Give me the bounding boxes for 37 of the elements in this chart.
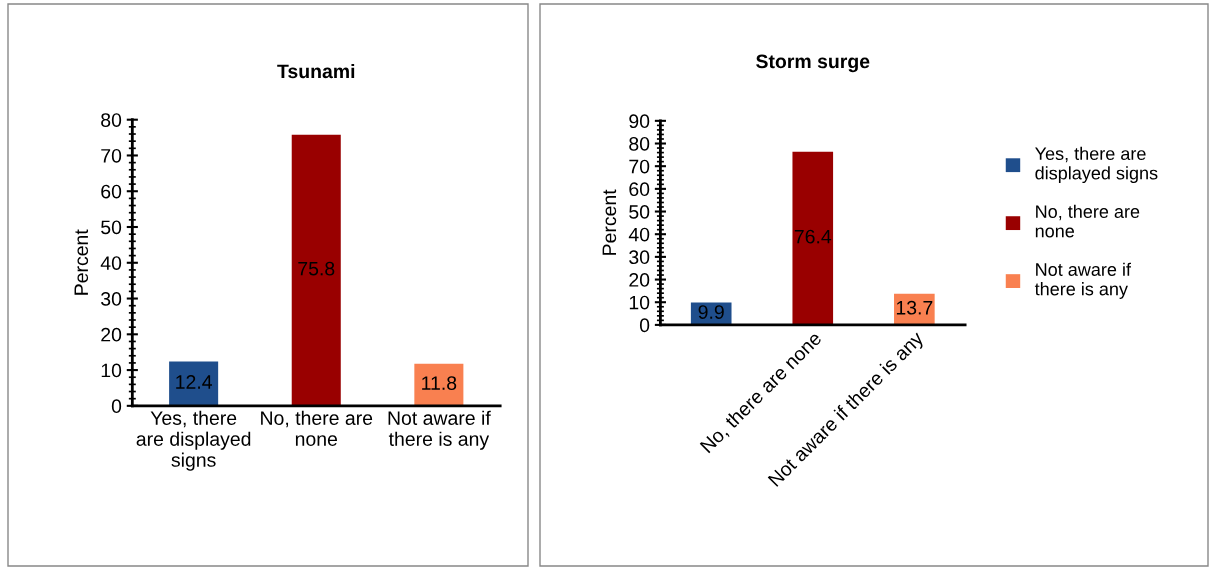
- x-tick-label: Yes, there are displayed signs: [136, 410, 251, 471]
- x-tick-label: No, there are none: [261, 410, 373, 446]
- y-tick-label: 20: [629, 273, 650, 287]
- y-tick-label: 10: [101, 363, 122, 378]
- chart-title: Tsunami: [277, 63, 355, 79]
- legend-label: Yes, there are displayed signs: [1035, 146, 1158, 184]
- y-axis-title: Percent: [602, 189, 617, 255]
- bar: [169, 361, 219, 406]
- data-label: 11.8: [422, 376, 457, 390]
- x-tick-label: Not aware if there is any: [388, 410, 491, 450]
- bar: [291, 134, 341, 406]
- y-tick-label: 0: [639, 318, 650, 333]
- y-tick-label: 10: [629, 295, 650, 310]
- y-tick-label: 20: [101, 327, 122, 342]
- y-tick-label: 80: [629, 136, 650, 151]
- y-tick-label: 30: [629, 250, 650, 265]
- y-tick-label: 0: [111, 399, 122, 414]
- y-tick-label: 70: [629, 159, 650, 174]
- y-tick-label: 60: [629, 182, 650, 197]
- y-tick-label: 30: [101, 292, 122, 306]
- data-label: 9.9: [698, 305, 724, 319]
- y-tick-label: 80: [101, 113, 122, 127]
- y-tick-label: 40: [100, 256, 122, 271]
- y-tick-label: 60: [101, 184, 122, 199]
- data-label: 13.7: [896, 300, 933, 315]
- data-label: 12.4: [176, 375, 212, 389]
- chart-title: Storm surge: [756, 54, 870, 73]
- legend-label: Not aware if there is any: [1034, 262, 1132, 299]
- legend-label: No, there are none: [1035, 204, 1140, 238]
- data-label: 75.8: [298, 261, 335, 276]
- y-tick-label: 70: [101, 148, 122, 163]
- y-tick-label: 40: [628, 227, 650, 242]
- y-axis-title: Percent: [74, 229, 89, 295]
- y-tick-label: 50: [101, 220, 122, 235]
- data-label: 76.4: [794, 229, 832, 244]
- y-tick-label: 50: [629, 205, 650, 219]
- y-tick-label: 90: [629, 114, 650, 129]
